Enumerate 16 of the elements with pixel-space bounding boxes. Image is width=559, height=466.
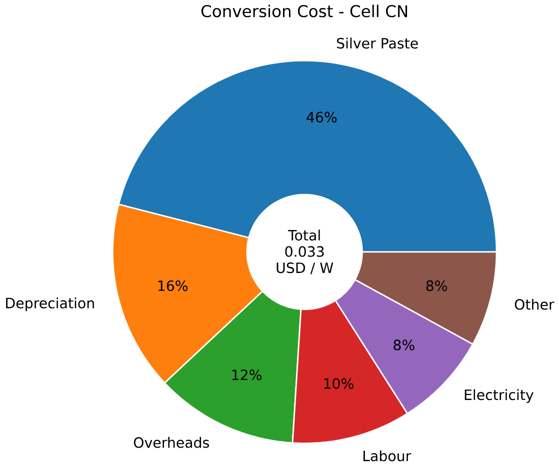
slice-label: Depreciation: [6, 297, 94, 312]
data-label: 16%: [158, 280, 188, 292]
text: 0.033: [285, 246, 324, 257]
slice-label: Labour: [364, 450, 412, 462]
slice-label: Overheads: [134, 436, 209, 448]
slice-label: Silver Paste: [336, 38, 418, 49]
slice-label: Other: [514, 298, 554, 310]
data-label: 8%: [394, 340, 414, 350]
text: Total: [288, 230, 320, 241]
data-label: 10%: [324, 378, 354, 389]
data-label: 12%: [232, 369, 262, 380]
chart-title: Conversion Cost - Cell CN: [201, 4, 408, 18]
text: USD / W: [276, 262, 334, 274]
data-label: 46%: [306, 112, 337, 122]
data-label: 8%: [426, 280, 448, 292]
slice-label: Electricity: [464, 389, 534, 403]
